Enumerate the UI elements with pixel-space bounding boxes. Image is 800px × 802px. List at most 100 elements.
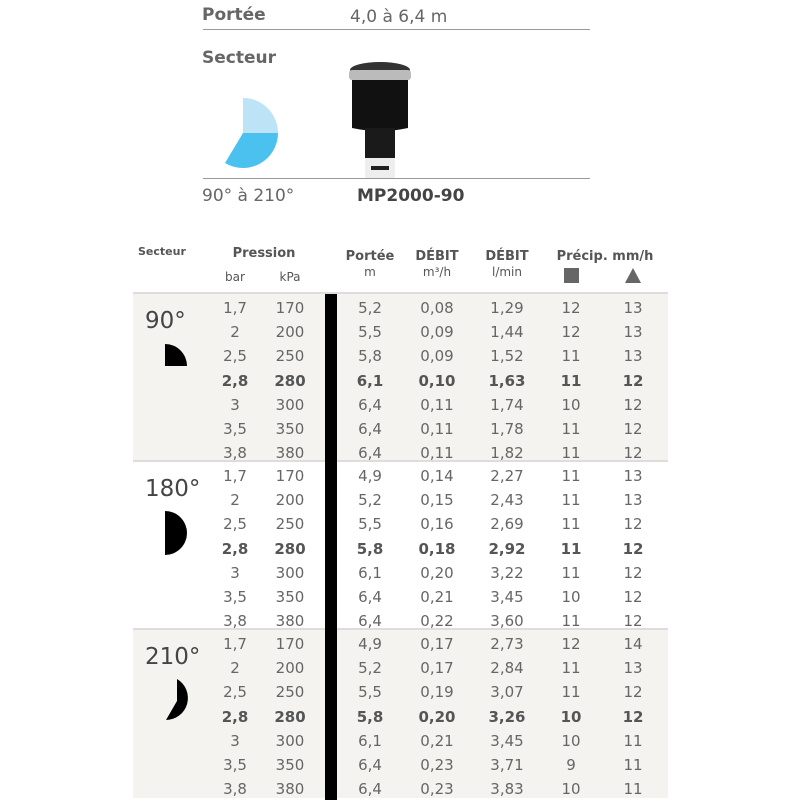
table-row: 3,5 350 6,4 0,21 3,45 10 12 xyxy=(133,586,668,610)
table-cell: 11 xyxy=(561,467,581,485)
table-cell: 2,5 xyxy=(223,515,247,534)
table-cell: 10 xyxy=(561,395,581,414)
table-cell: 380 xyxy=(275,612,305,631)
table-cell: 200 xyxy=(275,323,305,342)
table-cell: 2,43 xyxy=(490,491,524,510)
table-cell: 13 xyxy=(623,467,643,485)
table-cell: 350 xyxy=(275,756,305,774)
table-cell: 12 xyxy=(561,299,581,317)
table-cell: 11 xyxy=(561,444,581,463)
table-cell: 11 xyxy=(623,780,643,799)
table-cell: 6,4 xyxy=(358,588,382,606)
table-cell: 13 xyxy=(623,347,643,366)
table-cell: 13 xyxy=(623,299,643,317)
table-cell: 0,23 xyxy=(420,780,454,799)
table-cell: 0,14 xyxy=(420,467,454,485)
table-cell: 3,07 xyxy=(490,683,524,702)
table-cell: 12 xyxy=(622,371,644,390)
table-cell: 5,8 xyxy=(358,347,382,366)
table-row: 3,8 380 6,4 0,23 3,83 10 11 xyxy=(133,778,668,802)
table-cell: 3,5 xyxy=(223,420,247,438)
table-cell: 380 xyxy=(275,444,305,463)
table-cell: 9 xyxy=(566,756,576,774)
table-cell: 12 xyxy=(623,515,643,534)
column-separator xyxy=(325,294,337,800)
table-cell: 380 xyxy=(275,780,305,799)
table-cell: 3,22 xyxy=(490,563,524,582)
table-cell: 11 xyxy=(561,515,581,534)
table-cell: 10 xyxy=(560,707,582,726)
table-cell: 12 xyxy=(623,563,643,582)
table-cell: 170 xyxy=(275,299,305,317)
table-cell: 2 xyxy=(230,491,240,510)
table-row: 2,5 250 5,5 0,16 2,69 11 12 xyxy=(133,513,668,537)
table-cell: 170 xyxy=(275,467,305,485)
divider xyxy=(203,178,590,179)
table-cell: 0,19 xyxy=(420,683,454,702)
table-cell: 11 xyxy=(623,731,643,750)
table-cell: 1,7 xyxy=(223,635,247,653)
table-row: 2 200 5,5 0,09 1,44 12 13 xyxy=(133,321,668,345)
table-cell: 11 xyxy=(561,683,581,702)
table-cell: 14 xyxy=(623,635,643,653)
table-cell: 300 xyxy=(275,395,305,414)
table-cell: 13 xyxy=(623,323,643,342)
table-cell: 13 xyxy=(623,491,643,510)
table-cell: 1,44 xyxy=(490,323,524,342)
table-cell: 0,15 xyxy=(420,491,454,510)
table-cell: 12 xyxy=(623,444,643,463)
sector-210-icon xyxy=(166,679,188,720)
table-cell: 3,45 xyxy=(490,588,524,606)
table-cell: 3,5 xyxy=(223,756,247,774)
table-row: 2 200 5,2 0,15 2,43 11 13 xyxy=(133,489,668,513)
sector-group-0: 90° 1,7 170 5,2 0,08 1,29 12 13 2 200 5,5 0,09 1,44 1… xyxy=(133,292,668,462)
table-cell: 350 xyxy=(275,420,305,438)
table-cell: 12 xyxy=(623,395,643,414)
table-cell: 3,26 xyxy=(488,707,526,726)
table-cell: 0,09 xyxy=(420,323,454,342)
table-row: 3 300 6,1 0,20 3,22 11 12 xyxy=(133,562,668,586)
table-cell: 280 xyxy=(274,371,306,390)
table-row: 2,5 250 5,8 0,09 1,52 11 13 xyxy=(133,345,668,369)
table-cell: 250 xyxy=(275,347,305,366)
sector-group-2: 210° 1,7 170 4,9 0,17 2,73 12 14 2 200 5,2 0,17 2,84… xyxy=(133,628,668,798)
table-cell: 2,73 xyxy=(490,635,524,653)
table-cell: 11 xyxy=(561,347,581,366)
table-cell: 5,2 xyxy=(358,659,382,678)
table-cell: 300 xyxy=(275,563,305,582)
table-row: 3,8 380 6,4 0,11 1,82 11 12 xyxy=(133,442,668,466)
table-cell: 2,5 xyxy=(223,683,247,702)
table-cell: 12 xyxy=(622,707,644,726)
header-kpa: kPa xyxy=(279,270,301,284)
table-cell: 280 xyxy=(274,539,306,558)
table-cell: 6,1 xyxy=(358,563,382,582)
sector-quarter-icon xyxy=(165,344,187,366)
table-cell: 12 xyxy=(623,588,643,606)
table-cell: 12 xyxy=(623,420,643,438)
table-cell: 11 xyxy=(623,756,643,774)
table-cell: 2,27 xyxy=(490,467,524,485)
table-row: 1,7 170 4,9 0,14 2,27 11 13 xyxy=(133,465,668,489)
table-cell: 3,8 xyxy=(223,612,247,631)
table-cell: 6,4 xyxy=(358,612,382,631)
table-cell: 200 xyxy=(275,491,305,510)
table-cell: 11 xyxy=(561,563,581,582)
sector-group-1: 180° 1,7 170 4,9 0,14 2,27 11 13 2 200 5,2 0,15 2,43… xyxy=(133,460,668,630)
table-cell: 0,16 xyxy=(420,515,454,534)
table-cell: 2,8 xyxy=(221,371,249,390)
table-row: 3 300 6,4 0,11 1,74 10 12 xyxy=(133,394,668,418)
table-cell: 6,4 xyxy=(358,444,382,463)
table-cell: 3 xyxy=(230,563,240,582)
header-debit-lmin: DÉBIT xyxy=(485,249,529,264)
model-name: MP2000-90 xyxy=(357,186,465,206)
sector-angle: 210° xyxy=(145,644,201,670)
table-cell: 1,74 xyxy=(490,395,524,414)
table-cell: 5,5 xyxy=(358,683,382,702)
nozzle-product-image xyxy=(349,62,411,178)
table-row: 2,8 280 6,1 0,10 1,63 11 12 xyxy=(133,370,668,394)
table-cell: 3 xyxy=(230,395,240,414)
divider xyxy=(203,29,590,30)
table-cell: 0,17 xyxy=(420,659,454,678)
table-cell: 0,22 xyxy=(420,612,454,631)
table-cell: 3,8 xyxy=(223,444,247,463)
